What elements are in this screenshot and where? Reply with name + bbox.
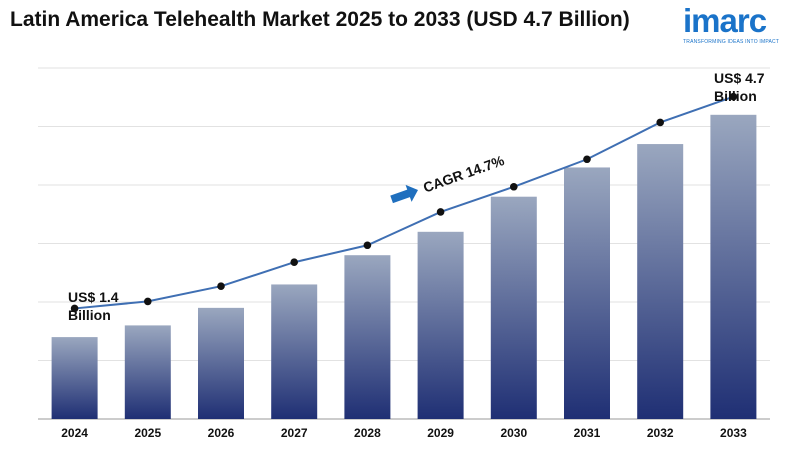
bar-2025 [124, 325, 171, 419]
bar-2033 [710, 114, 757, 420]
start-value-label-line2: Billion [68, 307, 111, 323]
x-tick-label-2030: 2030 [500, 426, 527, 440]
cagr-arrow-icon [390, 184, 418, 204]
trend-point-2033 [729, 92, 738, 101]
x-tick-label-2026: 2026 [208, 426, 235, 440]
trend-point-2031 [583, 155, 591, 164]
bar-2026 [198, 307, 244, 419]
trend-point-2032 [656, 118, 664, 127]
x-tick-label-2025: 2025 [134, 426, 161, 440]
cagr-label: CAGR 14.7% [421, 152, 507, 196]
bar-2024 [51, 337, 98, 419]
bar-2032 [637, 144, 684, 420]
trend-line-group [70, 92, 738, 313]
bar-2030 [490, 196, 537, 419]
end-value-label-line2: Billion [714, 88, 757, 104]
trend-point-2024 [70, 304, 79, 313]
start-value-label-line1: US$ 1.4 [68, 289, 119, 305]
bar-2031 [564, 167, 610, 419]
x-tick-label-2024: 2024 [61, 426, 88, 440]
x-axis-ticks: 2024 2025 2026 2027 2028 2029 2030 2031 2032 2033 [61, 426, 747, 440]
x-tick-label-2033: 2033 [720, 426, 747, 440]
trend-point-2028 [363, 241, 372, 250]
logo-wordmark: imarc [683, 2, 767, 39]
imarc-logo: imarc TRANSFORMING IDEAS INTO IMPACT [683, 2, 795, 48]
cagr-annotation: CAGR 14.7% [390, 152, 507, 204]
x-tick-label-2032: 2032 [647, 426, 674, 440]
end-value-label-line1: US$ 4.7 [714, 70, 765, 86]
trend-point-2025 [144, 297, 152, 306]
bar-2028 [344, 255, 391, 419]
trend-point-2029 [436, 208, 445, 216]
logo-tagline: TRANSFORMING IDEAS INTO IMPACT [683, 39, 780, 45]
x-tick-label-2031: 2031 [574, 426, 601, 440]
trend-point-2026 [217, 282, 225, 291]
bar-2029 [417, 231, 464, 419]
bar-2027 [271, 284, 318, 419]
trend-point-2030 [510, 182, 518, 191]
bars [51, 114, 757, 420]
x-tick-label-2029: 2029 [427, 426, 454, 440]
trend-line [74, 95, 734, 310]
chart-title: Latin America Telehealth Market 2025 to … [10, 8, 630, 31]
x-tick-label-2027: 2027 [281, 426, 308, 440]
trend-point-2027 [290, 258, 299, 267]
x-tick-label-2028: 2028 [354, 426, 381, 440]
